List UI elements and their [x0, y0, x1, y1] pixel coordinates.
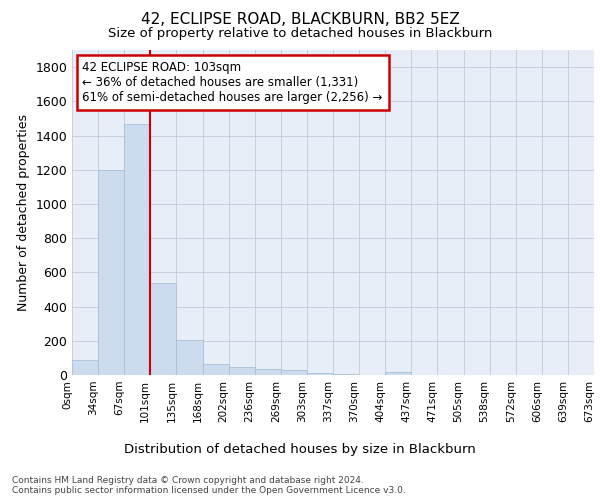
Text: Size of property relative to detached houses in Blackburn: Size of property relative to detached ho…: [108, 28, 492, 40]
Bar: [385, 372, 412, 375]
Bar: [333, 374, 359, 375]
Bar: [255, 369, 281, 375]
Bar: [307, 373, 333, 375]
Bar: [203, 364, 229, 375]
Bar: [151, 282, 176, 375]
Text: Contains HM Land Registry data © Crown copyright and database right 2024.
Contai: Contains HM Land Registry data © Crown c…: [12, 476, 406, 495]
Text: 42 ECLIPSE ROAD: 103sqm
← 36% of detached houses are smaller (1,331)
61% of semi: 42 ECLIPSE ROAD: 103sqm ← 36% of detache…: [82, 62, 383, 104]
Bar: [124, 124, 151, 375]
Text: 42, ECLIPSE ROAD, BLACKBURN, BB2 5EZ: 42, ECLIPSE ROAD, BLACKBURN, BB2 5EZ: [140, 12, 460, 28]
Bar: [176, 340, 203, 375]
Bar: [72, 360, 98, 375]
Bar: [281, 370, 307, 375]
Bar: [98, 170, 124, 375]
Y-axis label: Number of detached properties: Number of detached properties: [17, 114, 30, 311]
Bar: [229, 367, 255, 375]
Text: Distribution of detached houses by size in Blackburn: Distribution of detached houses by size …: [124, 442, 476, 456]
